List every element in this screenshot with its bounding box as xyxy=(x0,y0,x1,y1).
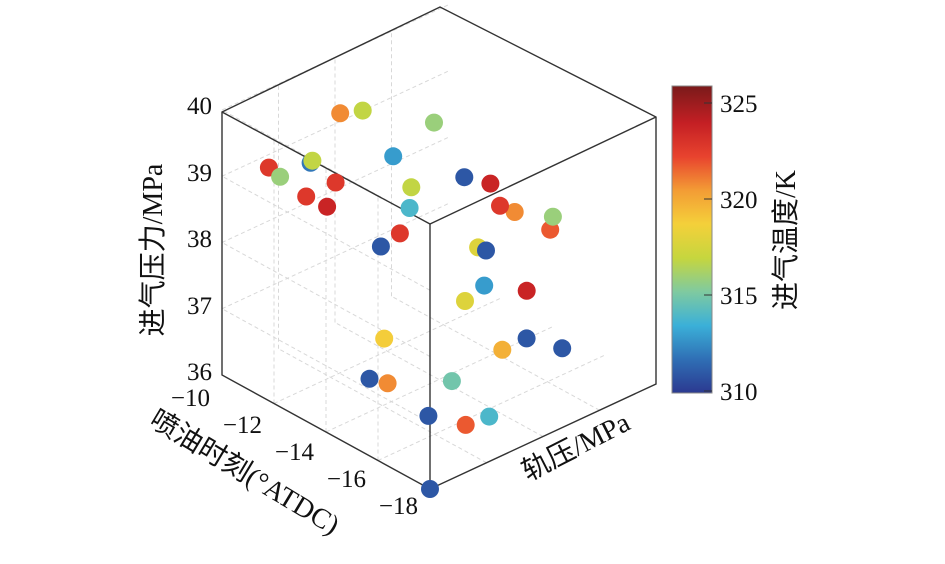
x-tick-label: −10 xyxy=(171,385,210,412)
data-point xyxy=(491,196,509,215)
grid-line-y xyxy=(278,348,487,464)
data-point xyxy=(455,168,474,187)
data-point xyxy=(297,187,316,206)
data-points xyxy=(259,101,572,498)
data-point xyxy=(517,281,536,300)
colorbar-label: 进气温度/K xyxy=(770,170,802,310)
z-tick-label: 38 xyxy=(187,226,212,253)
x-tick-label: −18 xyxy=(379,493,418,520)
data-point xyxy=(480,407,499,426)
y-axis-label: 轨压/MPa xyxy=(517,406,636,488)
data-point xyxy=(390,224,409,243)
x-tick-label: −12 xyxy=(223,412,262,439)
data-point xyxy=(400,199,419,217)
cube-edge-front-top xyxy=(221,111,431,225)
data-point xyxy=(553,339,572,358)
colorbar: 325 320 315 310 进气温度/K xyxy=(671,85,802,406)
cube-edge-right-top xyxy=(429,116,657,225)
grid-line-y xyxy=(391,295,600,411)
data-point xyxy=(419,406,438,425)
data-point xyxy=(375,329,394,348)
data-point xyxy=(477,241,495,260)
data-point xyxy=(378,374,397,393)
data-point xyxy=(360,369,379,388)
data-point xyxy=(353,101,372,120)
z-tick-label: 37 xyxy=(187,293,212,320)
data-point xyxy=(505,203,524,221)
grid-line-z xyxy=(221,175,431,291)
data-point xyxy=(371,237,390,256)
data-point xyxy=(303,151,322,170)
colorbar-gradient xyxy=(671,85,713,394)
data-point xyxy=(517,329,536,348)
data-point xyxy=(384,147,403,166)
data-point xyxy=(493,340,512,359)
z-tick-label: 40 xyxy=(187,93,212,120)
data-point xyxy=(271,167,290,186)
axis-ticks: 40 39 38 37 36 −10 −12 −14 −16 −18 xyxy=(171,93,418,520)
cube-outline xyxy=(221,6,657,490)
data-point xyxy=(425,113,443,132)
x-tick-label: −16 xyxy=(327,466,366,493)
grid-line-z xyxy=(221,242,431,357)
data-point xyxy=(456,292,474,310)
colorbar-tick-label: 315 xyxy=(720,283,758,310)
cube-frame xyxy=(221,6,657,490)
data-point xyxy=(326,173,345,192)
data-point xyxy=(456,415,475,434)
data-point xyxy=(543,207,562,226)
z-tick-label: 39 xyxy=(187,160,212,187)
data-point xyxy=(318,197,337,216)
colorbar-tick-label: 320 xyxy=(720,187,758,214)
data-point xyxy=(475,276,494,295)
grid-line-y xyxy=(334,322,544,437)
data-point xyxy=(481,174,500,193)
data-point xyxy=(421,480,439,498)
x-tick-label: −14 xyxy=(275,439,315,466)
colorbar-tick-label: 310 xyxy=(720,379,758,406)
grid-line-z xyxy=(221,308,431,424)
colorbar-tick-label: 325 xyxy=(720,91,758,118)
grid-line-z xyxy=(221,109,431,225)
data-point xyxy=(402,178,421,197)
data-point xyxy=(331,104,350,123)
data-point xyxy=(442,372,461,391)
grid-line-x xyxy=(325,326,553,433)
z-tick-label: 36 xyxy=(187,359,212,386)
z-axis-label: 进气压力/MPa xyxy=(137,163,169,336)
